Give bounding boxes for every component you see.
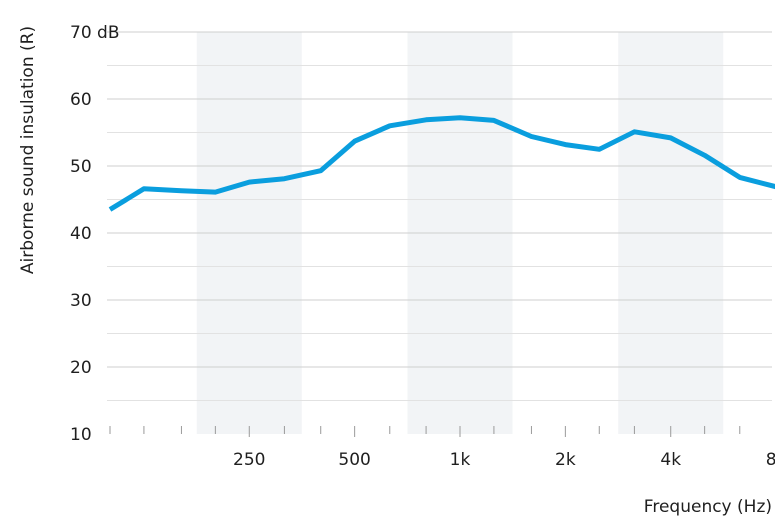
y-tick-labels: 10 20 30 40 50 60 70 dB xyxy=(70,23,120,445)
y-tick-label: 10 xyxy=(70,425,92,445)
y-tick-label: 20 xyxy=(70,358,92,378)
x-tick-label: 4k xyxy=(660,450,681,470)
x-tick-label: 2k xyxy=(555,450,576,470)
series-line xyxy=(108,115,775,212)
x-axis-ticks xyxy=(109,426,741,437)
y-axis-title: Airborne sound insulation (R) xyxy=(18,26,38,274)
x-tick-label: 250 xyxy=(233,450,265,470)
y-tick-label: 60 xyxy=(70,90,92,110)
x-tick-label: 1k xyxy=(450,450,471,470)
series-group xyxy=(108,115,775,212)
gridlines xyxy=(107,31,772,401)
y-tick-label: 30 xyxy=(70,291,92,311)
x-tick-label: 500 xyxy=(338,450,370,470)
y-tick-label: 40 xyxy=(70,224,92,244)
y-tick-label: 50 xyxy=(70,157,92,177)
y-tick-label: 70 dB xyxy=(70,23,120,43)
x-axis-title: Frequency (Hz) xyxy=(644,497,772,517)
x-tick-label: 8k xyxy=(766,450,775,470)
x-tick-labels: 250 500 1k 2k 4k 8k xyxy=(233,450,775,470)
